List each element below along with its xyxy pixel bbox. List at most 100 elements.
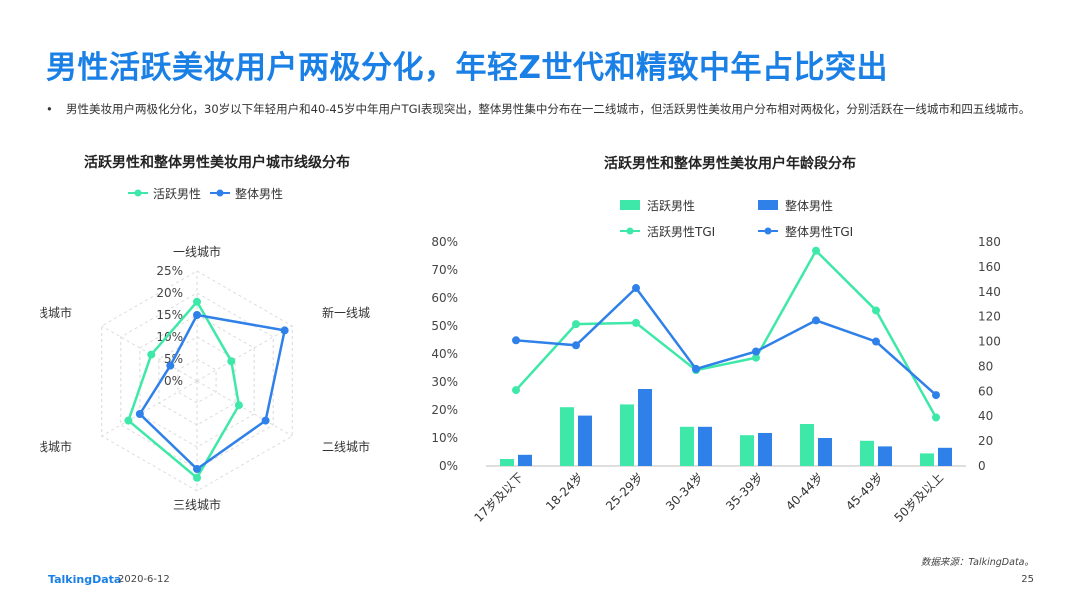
radar-chart-title: 活跃男性和整体男性美妆用户城市线级分布 (84, 155, 350, 171)
bar-overall-male (758, 432, 772, 466)
radar-axis-spoke (196, 325, 293, 382)
combo-legend-swatch-0 (620, 200, 640, 210)
radar-category-label: 五线城市 (40, 305, 72, 320)
combo-left-tick: 30% (431, 375, 458, 389)
tgi-point-overall (752, 347, 760, 356)
bar-active-male (860, 440, 874, 466)
combo-legend-label: 整体男性 (785, 198, 833, 213)
combo-left-tick: 10% (431, 431, 458, 445)
bullet-marker: • (46, 102, 53, 116)
radar-point-overall (193, 465, 201, 473)
radar-grid-ring (177, 358, 217, 404)
combo-category-label: 45-49岁 (842, 470, 886, 514)
tgi-point-overall (932, 391, 940, 400)
combo-right-tick: 60 (978, 384, 993, 398)
combo-legend-marker-2 (626, 227, 634, 235)
bar-active-male (560, 407, 574, 466)
tgi-point-overall (512, 336, 520, 345)
combo-right-tick: 0 (978, 459, 986, 473)
radar-tick-label: 20% (156, 286, 183, 300)
radar-legend-marker-1 (216, 189, 224, 197)
radar-legend-label: 整体男性 (235, 186, 283, 201)
combo-right-tick: 180 (978, 235, 1001, 249)
tgi-point-active (812, 246, 820, 255)
combo-right-tick: 20 (978, 434, 993, 448)
combo-category-label: 40-44岁 (782, 470, 826, 514)
radar-point-overall (261, 416, 270, 425)
bar-active-male (500, 459, 514, 466)
radar-category-label: 新一线城市 (322, 305, 370, 320)
bar-overall-male (578, 415, 592, 466)
combo-category-label: 30-34岁 (662, 470, 706, 514)
tgi-point-active (572, 320, 580, 329)
radar-point-active (227, 357, 236, 366)
tgi-point-overall (692, 364, 700, 373)
combo-left-tick: 40% (431, 347, 458, 361)
radar-category-label: 二线城市 (322, 439, 370, 454)
radar-axis-spoke (101, 380, 198, 437)
combo-left-tick: 60% (431, 291, 458, 305)
bullet-point: • 男性美妆用户两极化分化，30岁以下年轻用户和40-45岁中年用户TGI表现突… (46, 101, 1046, 118)
tgi-point-active (872, 306, 880, 315)
tgi-point-overall (632, 284, 640, 293)
combo-left-tick: 20% (431, 403, 458, 417)
bar-active-male (680, 426, 694, 466)
radar-axis-spoke (196, 380, 293, 437)
combo-left-tick: 50% (431, 319, 458, 333)
radar-point-overall (193, 311, 201, 319)
radar-point-overall (280, 326, 289, 335)
radar-legend-label: 活跃男性 (153, 187, 201, 201)
combo-category-label: 17岁及以下 (471, 470, 526, 525)
combo-right-tick: 120 (978, 310, 1001, 324)
combo-category-label: 18-24岁 (542, 470, 586, 514)
tgi-point-overall (812, 316, 820, 325)
bar-active-male (620, 404, 634, 466)
combo-legend-label: 活跃男性 (647, 199, 695, 213)
radar-point-active (193, 297, 201, 306)
radar-point-overall (135, 410, 144, 418)
bar-overall-male (818, 438, 832, 466)
radar-category-label: 四线城市 (40, 439, 72, 454)
radar-point-overall (166, 361, 175, 370)
footer-date: 2020-6-12 (118, 574, 170, 585)
combo-legend-label: 整体男性TGI (785, 224, 853, 239)
combo-right-tick: 80 (978, 359, 993, 373)
bar-overall-male (638, 389, 652, 466)
tgi-point-active (752, 353, 760, 362)
bar-active-male (800, 424, 814, 466)
radar-tick-label: 0% (164, 374, 183, 388)
bar-overall-male (878, 446, 892, 466)
combo-right-tick: 100 (978, 335, 1001, 349)
combo-legend-marker-3 (764, 227, 772, 235)
bar-active-male (920, 453, 934, 466)
combo-left-tick: 80% (431, 235, 458, 249)
radar-legend-marker-0 (134, 189, 142, 197)
combo-left-tick: 0% (439, 459, 458, 473)
tgi-point-active (512, 386, 520, 395)
page-title: 男性活跃美妆用户两极分化，年轻Z世代和精致中年占比突出 (46, 50, 888, 86)
talkingdata-logo: TalkingData (48, 573, 122, 586)
combo-category-label: 25-29岁 (602, 470, 646, 514)
bar-overall-male (698, 426, 712, 466)
combo-right-tick: 160 (978, 260, 1001, 274)
radar-tick-label: 15% (156, 308, 183, 322)
tgi-line-active (515, 248, 938, 419)
combo-legend-label: 活跃男性TGI (647, 225, 715, 239)
bar-overall-male (518, 454, 532, 466)
radar-point-active (124, 416, 133, 425)
data-source: 数据来源：TalkingData。 (920, 557, 1034, 568)
combo-category-label: 50岁及以上 (891, 470, 946, 525)
age-chart-title: 活跃男性和整体男性美妆用户年龄段分布 (604, 156, 856, 172)
combo-legend-swatch-1 (758, 200, 778, 210)
combo-right-tick: 140 (978, 285, 1001, 299)
radar-category-label: 三线城市 (173, 497, 221, 512)
tgi-point-overall (872, 337, 880, 346)
combo-left-tick: 70% (431, 263, 458, 277)
tgi-point-active (932, 413, 940, 422)
tgi-line-overall (515, 286, 937, 396)
radar-point-active (147, 350, 156, 359)
bullet-text: 男性美妆用户两极化分化，30岁以下年轻用户和40-45岁中年用户TGI表现突出，… (66, 102, 1031, 116)
radar-point-active (193, 473, 201, 482)
radar-point-active (234, 401, 243, 410)
